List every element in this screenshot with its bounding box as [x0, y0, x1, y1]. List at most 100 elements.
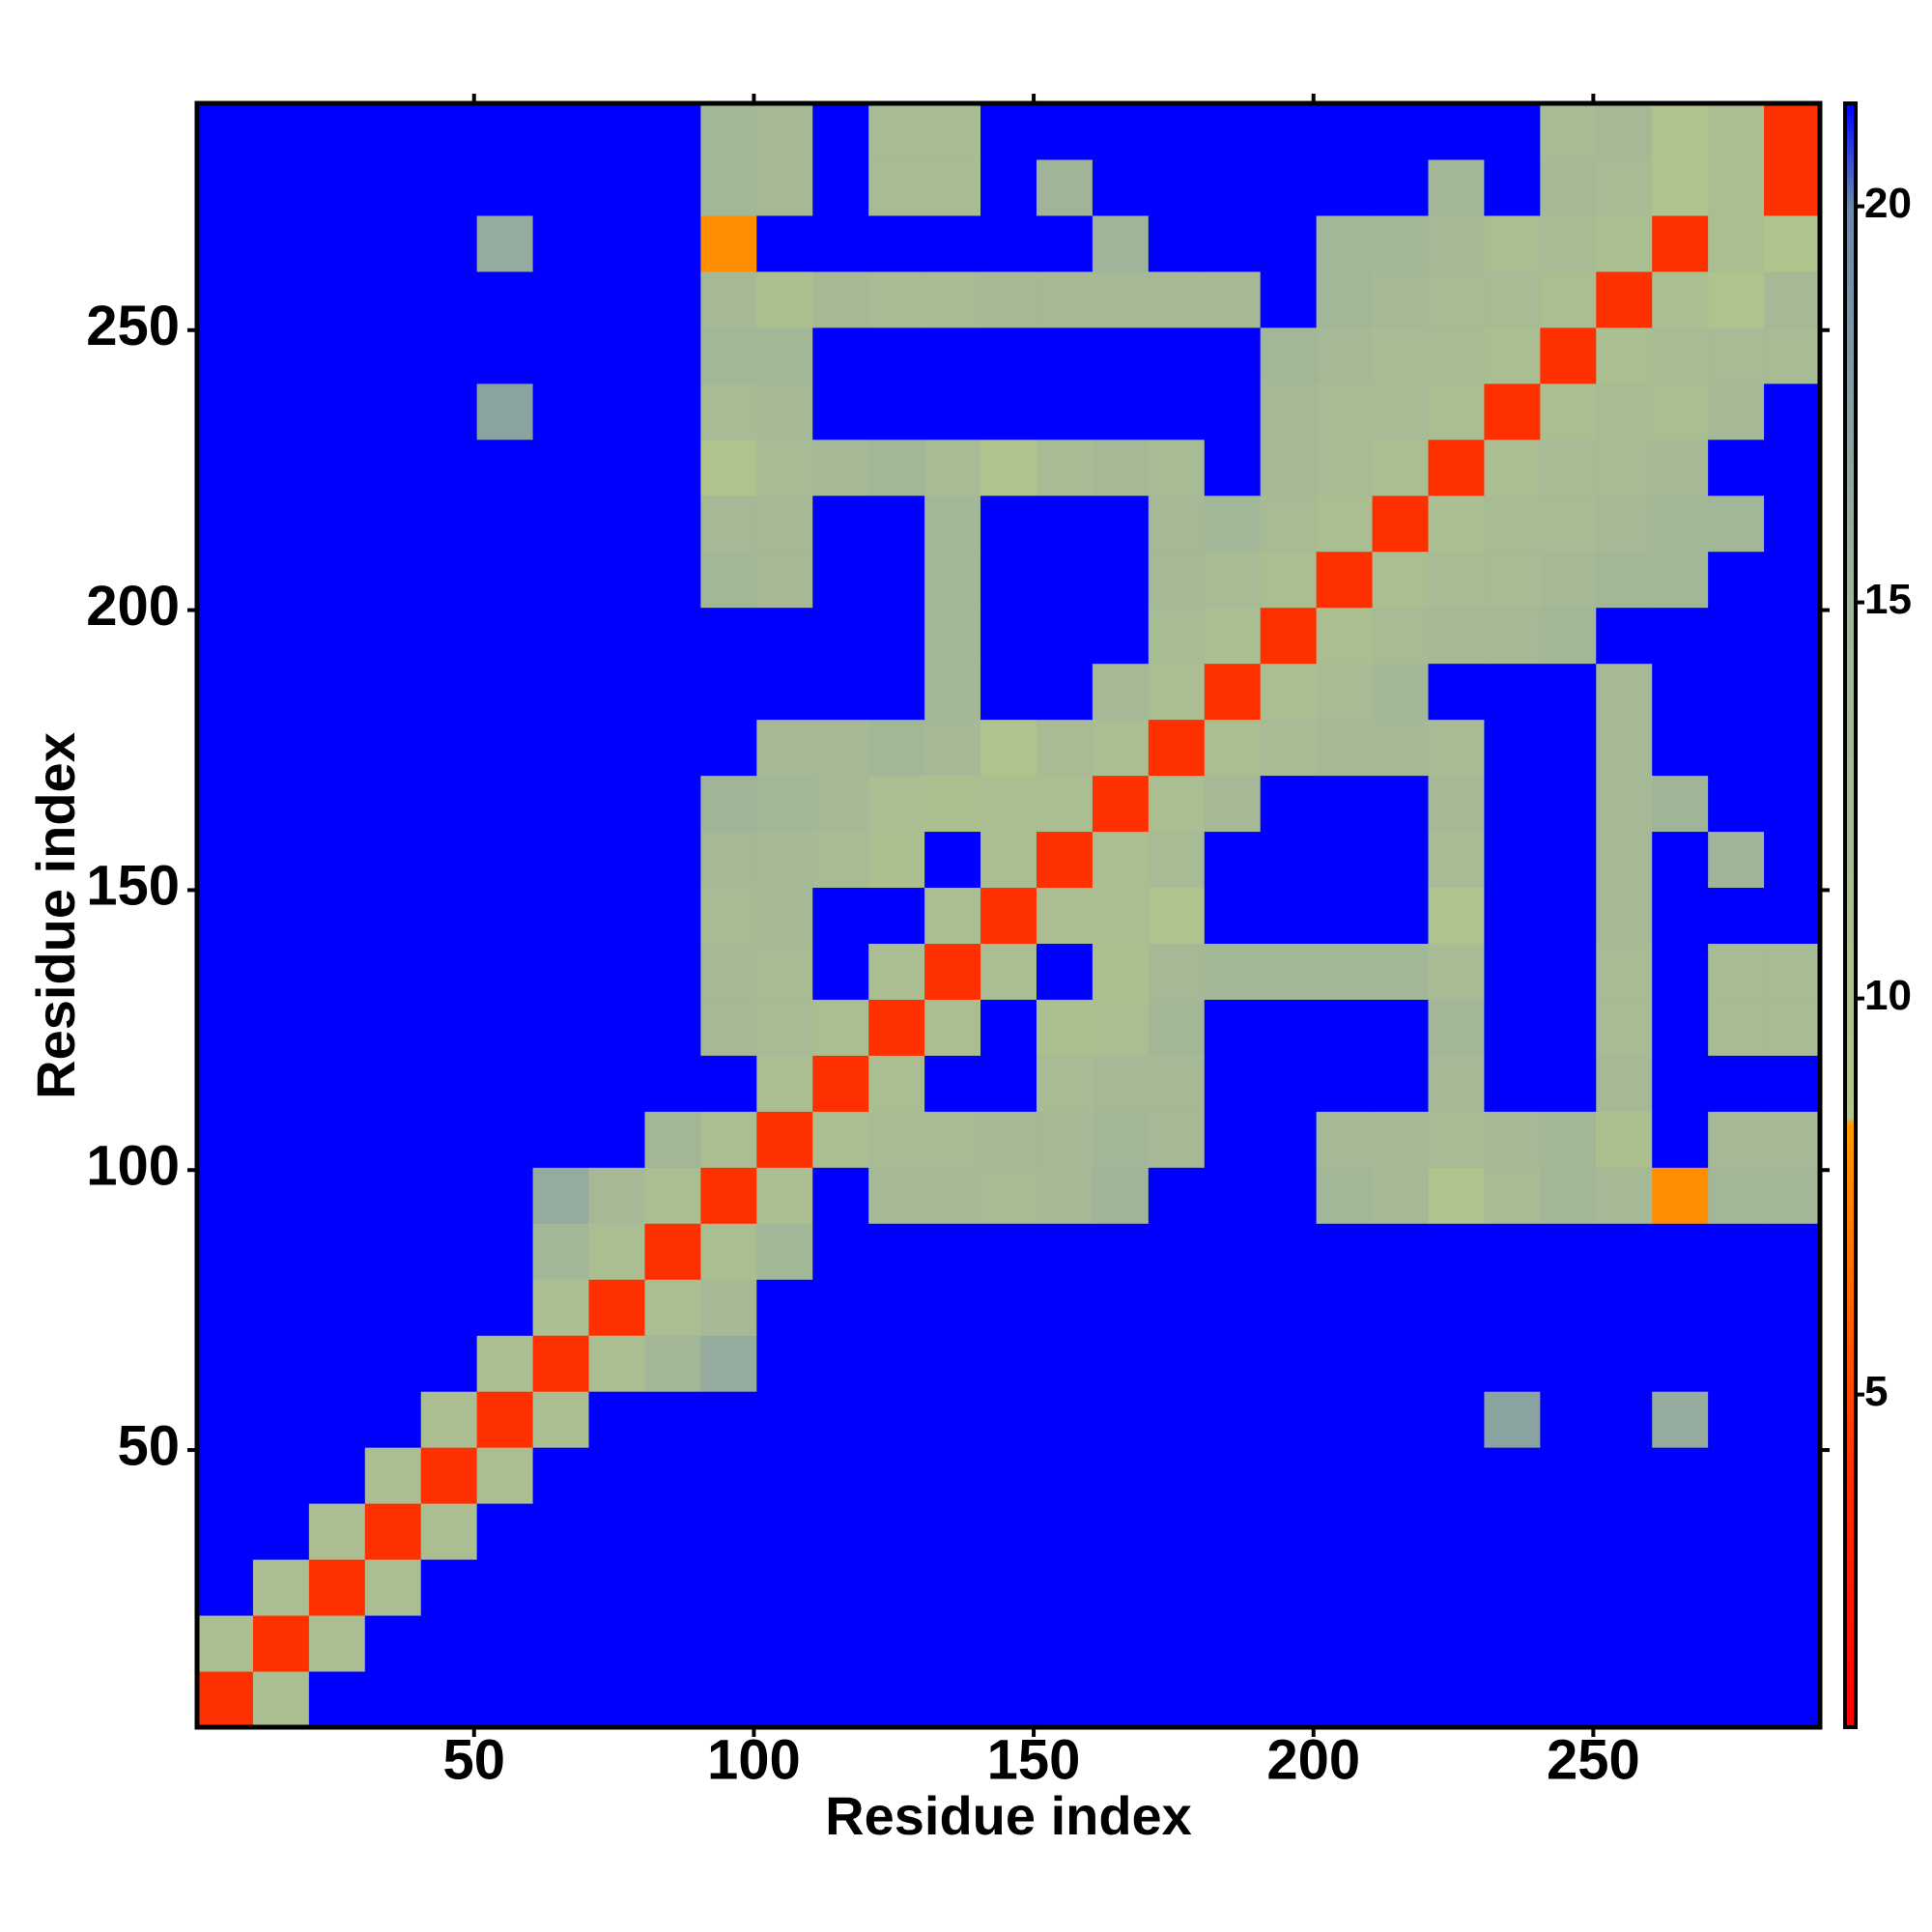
x-tick-label: 100: [707, 1728, 801, 1791]
heatmap-cell: [197, 1335, 254, 1392]
heatmap-cell: [1764, 1223, 1821, 1280]
heatmap-cell: [1148, 1111, 1206, 1168]
heatmap-cell: [197, 607, 254, 665]
heatmap-cell: [252, 1335, 310, 1392]
heatmap-cell: [1036, 1055, 1094, 1112]
heatmap-cell: [644, 1391, 701, 1448]
heatmap-cell: [644, 1111, 701, 1168]
heatmap-cell: [756, 831, 813, 889]
y-axis-title: Residue index: [25, 732, 86, 1099]
heatmap-cell: [1092, 1335, 1150, 1392]
heatmap-cell: [1148, 607, 1206, 665]
heatmap-cell: [756, 1167, 813, 1224]
heatmap-cell: [252, 719, 310, 777]
heatmap-cell: [420, 1559, 478, 1616]
heatmap-cell: [532, 270, 590, 328]
heatmap-cell: [644, 383, 701, 440]
heatmap-cell: [532, 1055, 590, 1112]
heatmap-cell: [644, 214, 701, 272]
heatmap-cell: [1596, 270, 1653, 328]
heatmap-cell: [588, 383, 645, 440]
heatmap-cell: [1260, 1447, 1318, 1504]
heatmap-cell: [980, 719, 1037, 777]
heatmap-cell: [1652, 1391, 1709, 1448]
heatmap-cell: [1372, 495, 1429, 553]
heatmap-cell: [1428, 887, 1485, 944]
heatmap-cell: [364, 943, 422, 1000]
heatmap-cell: [476, 214, 534, 272]
heatmap-cell: [924, 103, 981, 160]
heatmap-cell: [812, 999, 869, 1056]
heatmap-cell: [868, 775, 925, 833]
heatmap-cell: [756, 1335, 813, 1392]
heatmap-cell: [1092, 1279, 1150, 1336]
heatmap-cell: [1260, 887, 1318, 944]
heatmap-cell: [700, 103, 757, 160]
heatmap-cell: [588, 663, 645, 721]
heatmap-cell: [1708, 1223, 1765, 1280]
heatmap-cell: [1148, 1503, 1206, 1560]
heatmap-cell: [252, 1559, 310, 1616]
heatmap-cell: [868, 1335, 925, 1392]
heatmap-cell: [1036, 1671, 1094, 1728]
heatmap-cell: [1036, 831, 1094, 889]
heatmap-cell: [252, 158, 310, 216]
heatmap-cell: [420, 439, 478, 497]
heatmap-cell: [588, 270, 645, 328]
heatmap-cell: [812, 1167, 869, 1224]
heatmap-cell: [1148, 663, 1206, 721]
heatmap-cell: [1036, 1447, 1094, 1504]
heatmap-cell: [1316, 719, 1374, 777]
heatmap-cell: [924, 158, 981, 216]
heatmap-cell: [1148, 831, 1206, 889]
heatmap-cell: [1764, 607, 1821, 665]
heatmap-cell: [1372, 943, 1429, 1000]
heatmap-cell: [868, 719, 925, 777]
heatmap-cell: [197, 1615, 254, 1672]
heatmap-cell: [308, 1111, 366, 1168]
heatmap-cell: [532, 719, 590, 777]
heatmap-cell: [532, 999, 590, 1056]
heatmap-cell: [1652, 551, 1709, 609]
heatmap-cell: [980, 775, 1037, 833]
heatmap-cell: [1316, 607, 1374, 665]
heatmap-cell: [1652, 831, 1709, 889]
heatmap-cell: [812, 551, 869, 609]
heatmap-cell: [1596, 1559, 1653, 1616]
heatmap-cell: [308, 1447, 366, 1504]
heatmap-cell: [1652, 607, 1709, 665]
heatmap-cell: [420, 495, 478, 553]
heatmap-cell: [700, 999, 757, 1056]
heatmap-cell: [252, 270, 310, 328]
heatmap-cell: [1484, 1055, 1541, 1112]
heatmap-cell: [1316, 831, 1374, 889]
heatmap-cell: [1652, 1615, 1709, 1672]
heatmap-cell: [1484, 719, 1541, 777]
heatmap-cell: [1540, 719, 1597, 777]
heatmap-cell: [1764, 270, 1821, 328]
heatmap-cell: [1036, 103, 1094, 160]
heatmap-cell: [1652, 1335, 1709, 1392]
heatmap-cell: [308, 887, 366, 944]
heatmap-cell: [1428, 495, 1485, 553]
heatmap-cell: [1148, 943, 1206, 1000]
heatmap-cell: [252, 327, 310, 384]
y-tick-label: 50: [117, 1414, 180, 1477]
heatmap-cell: [1484, 887, 1541, 944]
heatmap-cell: [364, 1055, 422, 1112]
heatmap-cell: [1540, 775, 1597, 833]
heatmap-cell: [532, 1671, 590, 1728]
heatmap-cell: [1204, 1503, 1262, 1560]
heatmap-cell: [1596, 214, 1653, 272]
heatmap-cell: [1092, 1503, 1150, 1560]
heatmap-cell: [812, 775, 869, 833]
heatmap-cell: [532, 1447, 590, 1504]
heatmap-cell: [644, 551, 701, 609]
heatmap-cell: [1540, 1447, 1597, 1504]
heatmap-cell: [868, 495, 925, 553]
heatmap-cell: [252, 1111, 310, 1168]
heatmap-cell: [1428, 663, 1485, 721]
heatmap-cell: [1428, 270, 1485, 328]
heatmap-cell: [308, 495, 366, 553]
heatmap-cell: [588, 1335, 645, 1392]
